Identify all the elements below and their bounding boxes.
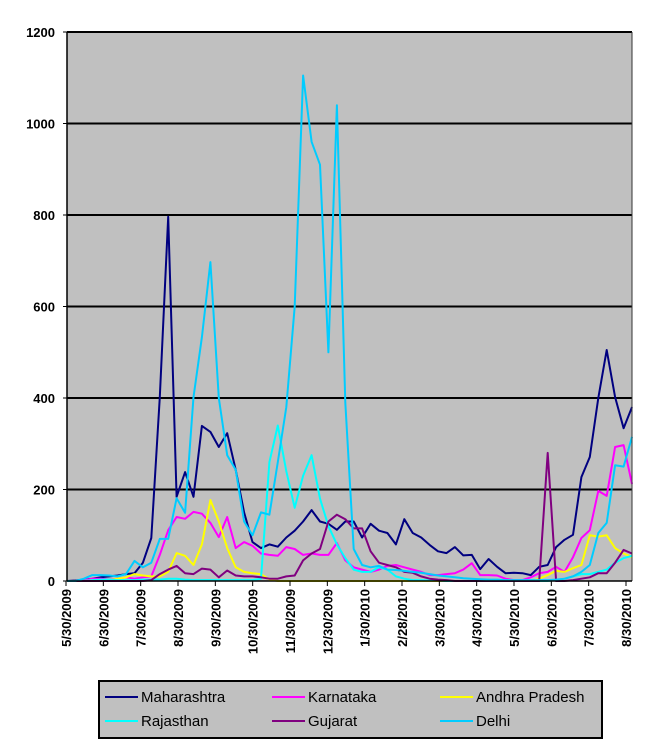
x-tick-label: 4/30/2010: [470, 589, 485, 647]
series-line-maharashtra: [66, 215, 633, 582]
x-tick-label: 8/30/2010: [619, 589, 634, 647]
x-tick-label: 12/30/2009: [320, 589, 335, 654]
y-tick-label: 1000: [26, 117, 55, 132]
legend-label: Maharashtra: [141, 689, 226, 706]
legend-label: Gujarat: [308, 713, 358, 730]
legend-box: [98, 680, 603, 739]
legend-label: Andhra Pradesh: [476, 689, 584, 706]
series-lines: [66, 74, 633, 582]
legend-label: Karnataka: [308, 689, 377, 706]
legend-item-gujarat: Gujarat: [272, 713, 358, 730]
x-tick-label: 8/30/2009: [171, 589, 186, 647]
series-line-delhi: [67, 74, 633, 582]
legend-label: Delhi: [476, 713, 510, 730]
x-axis-ticks: 5/30/2009 6/30/2009 7/30/2009 8/30/2009 9/30…: [59, 581, 634, 654]
x-tick-label: 6/30/2010: [544, 589, 559, 647]
x-tick-label: 10/30/2009: [246, 589, 261, 654]
legend: Maharashtra Karnataka Andhra Pradesh Rajast…: [98, 680, 603, 739]
legend-item-maharashtra: Maharashtra: [105, 689, 226, 706]
x-tick-label: 5/30/2010: [507, 589, 522, 647]
x-tick-label: 3/30/2010: [432, 589, 447, 647]
x-tick-label: 2/28/2010: [395, 589, 410, 647]
x-tick-label: 1/30/2010: [358, 589, 373, 647]
legend-label: Rajasthan: [141, 713, 209, 730]
y-tick-label: 600: [33, 300, 55, 315]
x-tick-label: 7/30/2009: [134, 589, 149, 647]
gridlines: [67, 31, 632, 491]
y-tick-label: 1200: [26, 25, 55, 40]
y-tick-label: 200: [33, 483, 55, 498]
x-tick-label: 9/30/2009: [208, 589, 223, 647]
legend-item-rajasthan: Rajasthan: [105, 713, 209, 730]
x-tick-label: 11/30/2009: [283, 589, 298, 653]
x-tick-label: 5/30/2009: [59, 589, 74, 647]
legend-item-andhra-pradesh: Andhra Pradesh: [440, 689, 584, 706]
y-tick-label: 800: [33, 208, 55, 223]
legend-item-karnataka: Karnataka: [272, 689, 377, 706]
legend-item-delhi: Delhi: [440, 713, 510, 730]
y-tick-label: 0: [48, 574, 55, 589]
y-tick-label: 400: [33, 391, 55, 406]
x-tick-label: 6/30/2009: [96, 589, 111, 647]
y-axis-ticks: 0 200 400 600 800 1000 1200: [26, 25, 67, 589]
x-tick-label: 7/30/2010: [582, 589, 597, 647]
